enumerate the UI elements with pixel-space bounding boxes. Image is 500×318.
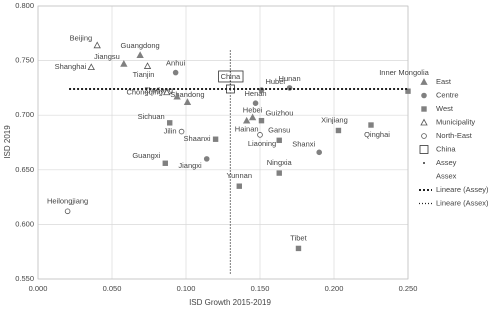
legend-marker — [423, 162, 425, 164]
point — [248, 113, 257, 121]
legend-label: East — [436, 77, 452, 86]
legend-label: Lineare (Assex) — [436, 198, 489, 207]
legend-marker — [420, 118, 428, 126]
point — [258, 117, 265, 124]
point — [203, 156, 210, 162]
point — [136, 51, 144, 59]
point-label: Jilin — [164, 127, 177, 136]
legend-label: Assex — [436, 171, 457, 180]
point-label: Gansu — [268, 125, 290, 134]
point — [163, 88, 171, 96]
legend-label: West — [436, 104, 454, 113]
point-label: Tianjin — [133, 70, 155, 79]
point — [243, 116, 251, 124]
point — [167, 120, 173, 126]
x-tick-label: 0.000 — [29, 284, 48, 293]
point-label: Tibet — [290, 233, 307, 242]
point-label: Shanghai — [55, 62, 87, 71]
point-label: Hubei — [265, 77, 285, 86]
legend-marker — [419, 145, 429, 154]
point-label: Zhejiang — [144, 86, 173, 95]
point-label: Inner Mongolia — [379, 68, 429, 77]
point — [87, 63, 95, 71]
x-tick-label: 0.100 — [177, 284, 196, 293]
point-label: Guangdong — [121, 41, 160, 50]
point — [93, 41, 101, 49]
legend-label: North-East — [436, 131, 473, 140]
point-label: Hainan — [235, 125, 259, 134]
point — [173, 92, 181, 100]
point-label: Shaanxi — [183, 134, 210, 143]
legend-label: Assey — [436, 158, 457, 167]
legend-marker — [420, 78, 428, 85]
point — [252, 100, 259, 106]
legend-label: Lineare (Assey) — [436, 185, 489, 194]
point — [405, 88, 411, 94]
point-label: Jiangxi — [178, 161, 202, 170]
y-tick-label: 0.600 — [15, 219, 34, 228]
point — [368, 122, 374, 128]
point-label: China — [221, 72, 241, 81]
point — [172, 69, 179, 76]
point-label: Heilongjiang — [47, 196, 88, 205]
point — [276, 137, 282, 144]
point — [120, 60, 128, 67]
point-label: Liaoning — [248, 139, 276, 148]
point — [276, 170, 282, 176]
legend-label: Municipality — [436, 117, 475, 126]
point-label: Beijing — [70, 33, 93, 42]
point — [183, 98, 192, 105]
legend-label: China — [436, 144, 456, 153]
point-label: Jiangsu — [94, 52, 120, 61]
y-tick-label: 0.650 — [15, 165, 34, 174]
y-tick-label: 0.800 — [15, 1, 34, 10]
point-label: Qinghai — [364, 130, 390, 139]
y-tick-label: 0.750 — [15, 56, 34, 65]
point-label: Yunnan — [227, 171, 252, 180]
point-label: Hunan — [279, 74, 301, 83]
point-label: Shanxi — [292, 139, 315, 148]
point — [178, 128, 185, 135]
point — [335, 127, 342, 134]
legend-marker — [421, 133, 427, 139]
point-label: Xinjiang — [321, 115, 348, 124]
point — [257, 132, 263, 138]
point-label: Sichuan — [138, 112, 165, 121]
label-box — [218, 70, 244, 83]
legend-marker — [421, 106, 427, 112]
point-label: Guangxi — [132, 151, 160, 160]
point — [316, 149, 323, 156]
y-axis-label: ISD 2019 — [3, 125, 12, 159]
point — [64, 208, 71, 215]
point — [236, 183, 242, 189]
point-label: Chongqing — [126, 87, 162, 96]
point-label: Ningxia — [267, 158, 293, 167]
x-tick-label: 0.150 — [251, 284, 270, 293]
legend-label: Centre — [436, 90, 459, 99]
x-axis-label: ISD Growth 2015-2019 — [189, 298, 271, 307]
y-tick-label: 0.550 — [15, 274, 34, 283]
y-tick-label: 0.700 — [15, 110, 34, 119]
x-tick-label: 0.200 — [325, 284, 344, 293]
point-label: Hebei — [243, 105, 263, 114]
point — [212, 136, 219, 142]
point-label: Henan — [245, 89, 267, 98]
point — [143, 62, 152, 69]
point-label: Anhui — [166, 59, 186, 68]
point — [162, 160, 168, 166]
x-tick-label: 0.250 — [399, 284, 418, 293]
point — [295, 245, 302, 252]
x-tick-label: 0.050 — [103, 284, 122, 293]
plot-border — [37, 5, 409, 280]
point-label: Guizhou — [265, 109, 293, 118]
legend-marker — [421, 92, 427, 99]
point-label: Shandong — [170, 90, 204, 99]
